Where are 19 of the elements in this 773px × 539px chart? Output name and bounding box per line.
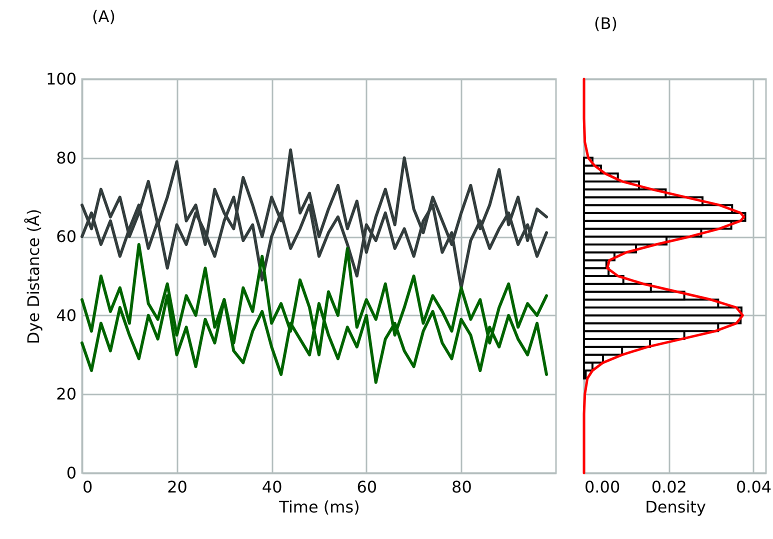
x-tick-label: 0.04	[736, 478, 772, 496]
y-tick-label: 0	[66, 464, 76, 482]
x-tick-label: 20	[167, 478, 188, 496]
x-tick-label: 0.00	[584, 478, 620, 496]
x-tick-label: 80	[452, 478, 472, 496]
x-tick-label: 60	[356, 478, 378, 496]
y-tick-label: 60	[56, 227, 76, 246]
chart-title: (A)	[92, 7, 116, 26]
x-axis-title: Density	[645, 498, 706, 516]
x-tick-label: 40	[262, 478, 282, 496]
y-tick-label: 80	[56, 148, 76, 168]
y-tick-label: 100	[46, 70, 76, 88]
y-tick-label: 20	[56, 384, 76, 404]
y-tick-label: 40	[56, 306, 76, 325]
x-tick-label: 0.02	[651, 478, 687, 496]
chart-title: (B)	[594, 14, 618, 33]
y-axis-title: Dye Distance (Å)	[24, 208, 43, 344]
x-tick-label: 0	[82, 478, 93, 496]
x-axis-title: Time (ms)	[278, 498, 360, 516]
